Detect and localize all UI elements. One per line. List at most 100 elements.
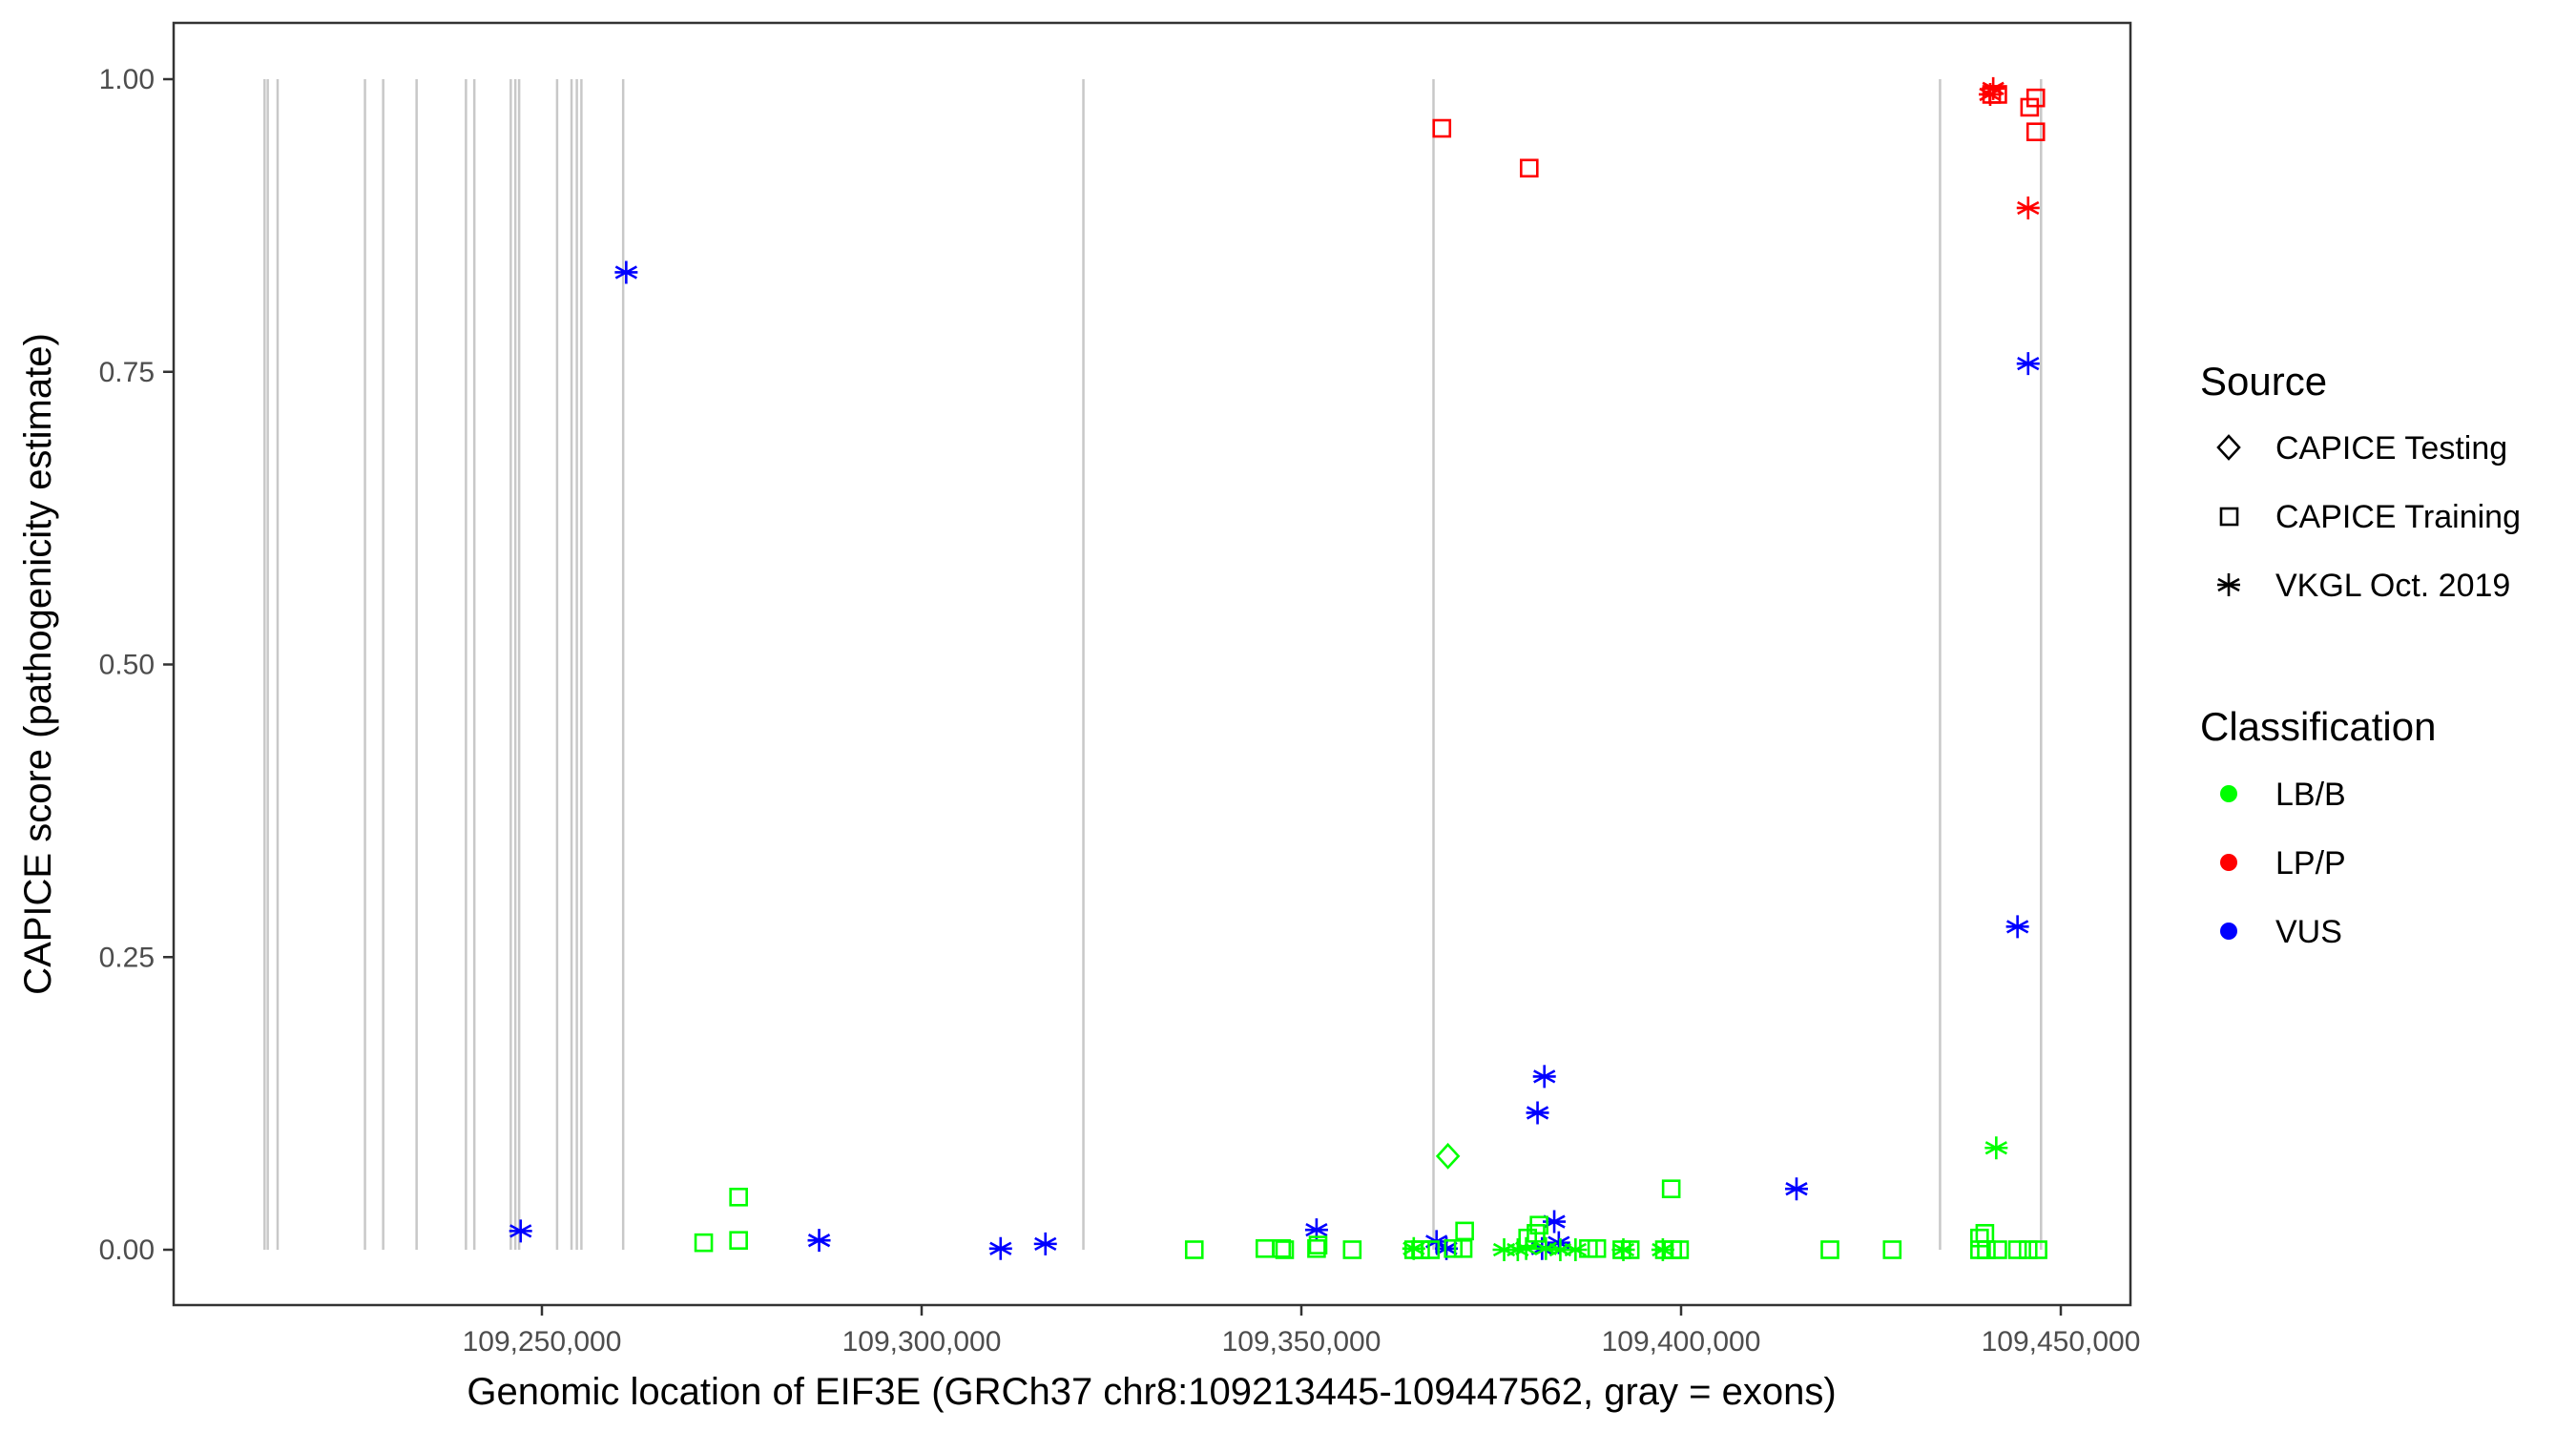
point-asterisk <box>988 1236 1012 1260</box>
x-axis: 109,250,000 109,300,000 109,350,000 109,400… <box>463 1305 2141 1358</box>
point-square <box>1411 1240 1430 1259</box>
legend-source-title: Source <box>2200 359 2327 404</box>
legend-item-capice-training: CAPICE Training <box>2219 499 2521 535</box>
legend-label: CAPICE Testing <box>2275 430 2507 467</box>
point-asterisk <box>1784 1177 1808 1201</box>
point-square <box>1432 118 1452 138</box>
point-square <box>1308 1235 1328 1255</box>
point-square <box>1421 1240 1441 1259</box>
exon-lines <box>263 79 2043 1250</box>
point-asterisk <box>1982 76 2005 100</box>
legend-label: LB/B <box>2275 777 2346 813</box>
point-asterisk <box>1564 1238 1588 1261</box>
square-icon <box>2219 507 2239 527</box>
point-square <box>1342 1240 1362 1259</box>
point-asterisk <box>1543 1210 1567 1234</box>
point-square <box>1661 1179 1681 1198</box>
y-tick-label: 0.00 <box>99 1234 155 1266</box>
y-tick-label: 0.75 <box>99 357 155 388</box>
red-dot-icon <box>2220 854 2237 871</box>
point-square <box>1670 1240 1690 1259</box>
point-square <box>1970 1240 1989 1259</box>
legend-item-vus: VUS <box>2220 914 2342 950</box>
x-tick-label: 109,450,000 <box>1982 1326 2141 1358</box>
green-dot-icon <box>2220 785 2237 802</box>
point-square <box>1275 1240 1295 1259</box>
point-square <box>1970 1228 1989 1248</box>
point-diamond <box>1435 1142 1461 1170</box>
point-asterisk <box>2016 196 2040 219</box>
legend-source: Source CAPICE Testing CAPICE Training VK… <box>2200 359 2521 604</box>
point-asterisk <box>2005 915 2029 939</box>
point-asterisk <box>509 1219 532 1243</box>
x-tick-label: 109,350,000 <box>1222 1326 1381 1358</box>
legend-item-lbb: LB/B <box>2220 777 2346 813</box>
point-asterisk <box>1033 1232 1057 1255</box>
y-axis: 0.00 0.25 0.50 0.75 1.00 <box>99 64 174 1266</box>
point-square <box>1975 1224 1995 1243</box>
y-tick-label: 1.00 <box>99 64 155 95</box>
point-square <box>1977 1240 1996 1259</box>
point-square <box>2020 97 2040 117</box>
point-square <box>729 1231 748 1250</box>
point-asterisk <box>1514 1236 1538 1260</box>
point-asterisk <box>1304 1218 1328 1242</box>
legend-item-vkgl: VKGL Oct. 2019 <box>2217 568 2510 604</box>
point-asterisk <box>807 1229 831 1253</box>
point-asterisk <box>1547 1231 1570 1255</box>
legend-classification: Classification LB/B LP/P VUS <box>2200 704 2436 950</box>
point-asterisk <box>1435 1236 1459 1260</box>
point-asterisk <box>614 260 638 284</box>
point-square <box>1529 1215 1548 1235</box>
x-tick-label: 109,400,000 <box>1602 1326 1761 1358</box>
data-points <box>509 76 2047 1261</box>
point-square <box>1620 1240 1640 1259</box>
point-asterisk <box>1984 1136 2008 1160</box>
x-tick-label: 109,250,000 <box>463 1326 622 1358</box>
point-square <box>2007 1240 2027 1259</box>
legend-label: VKGL Oct. 2019 <box>2275 568 2510 604</box>
point-square <box>2025 88 2046 108</box>
y-tick-label: 0.50 <box>99 650 155 681</box>
x-tick-label: 109,300,000 <box>842 1326 1002 1358</box>
point-asterisk <box>1611 1238 1635 1261</box>
point-asterisk <box>1492 1238 1516 1261</box>
legend-label: CAPICE Training <box>2275 499 2521 535</box>
legend-label: VUS <box>2275 914 2342 950</box>
x-axis-title: Genomic location of EIF3E (GRCh37 chr8:1… <box>467 1371 1836 1413</box>
point-square <box>1820 1240 1839 1259</box>
asterisk-icon <box>2217 573 2240 596</box>
legend-classification-title: Classification <box>2200 704 2436 749</box>
blue-dot-icon <box>2220 923 2237 940</box>
point-asterisk <box>1532 1065 1556 1089</box>
point-square <box>729 1187 748 1207</box>
legend-item-capice-testing: CAPICE Testing <box>2216 430 2507 467</box>
point-square <box>1453 1238 1473 1258</box>
legend-item-lpp: LP/P <box>2220 845 2346 881</box>
legend-label: LP/P <box>2275 845 2346 881</box>
point-square <box>694 1233 714 1253</box>
point-square <box>1455 1221 1474 1241</box>
point-square <box>2028 1240 2047 1259</box>
point-asterisk <box>1651 1238 1674 1261</box>
point-square <box>1587 1238 1607 1258</box>
point-square <box>1255 1238 1275 1258</box>
point-square <box>1520 158 1539 178</box>
point-square <box>1184 1240 1204 1259</box>
point-asterisk <box>1534 1236 1558 1260</box>
point-square <box>2018 1240 2038 1259</box>
point-asterisk <box>1402 1236 1425 1260</box>
diamond-icon <box>2216 434 2241 461</box>
point-square <box>2025 122 2046 142</box>
point-asterisk <box>1548 1238 1572 1261</box>
point-asterisk <box>1526 1101 1549 1125</box>
y-axis-title: CAPICE score (pathogenicity estimate) <box>17 333 59 995</box>
point-asterisk <box>2016 352 2040 376</box>
point-square <box>1307 1238 1326 1258</box>
point-square <box>1882 1240 1902 1259</box>
point-square <box>1444 1238 1463 1258</box>
y-tick-label: 0.25 <box>99 942 155 973</box>
point-square <box>1988 1240 2007 1259</box>
point-square <box>1988 85 2007 104</box>
